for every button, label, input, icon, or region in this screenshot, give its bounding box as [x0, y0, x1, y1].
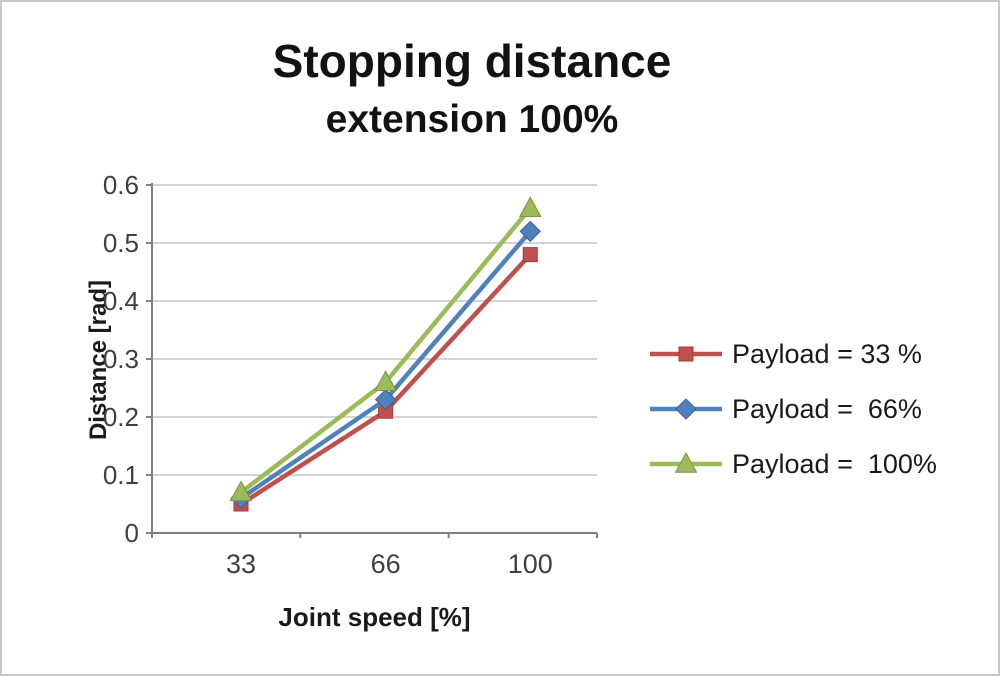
- legend-item: Payload = 33 %: [648, 334, 937, 374]
- diamond-marker-icon: [675, 398, 697, 420]
- legend-key-icon: [650, 451, 722, 473]
- legend-key-icon: [650, 398, 722, 420]
- x-axis-title: Joint speed [%]: [278, 602, 471, 632]
- y-tick-label: 0.4: [103, 286, 139, 316]
- legend-item: Payload = 100%: [648, 444, 937, 484]
- legend-key-icon: [650, 346, 722, 362]
- chart-subtitle: extension 100%: [325, 98, 619, 141]
- triangle-marker-icon: [518, 196, 542, 217]
- y-tick-label: 0.3: [103, 344, 139, 374]
- legend: Payload = 33 % Payload = 66% Payload = 100…: [648, 334, 937, 484]
- triangle-marker-icon: [374, 370, 397, 391]
- legend-item: Payload = 66%: [648, 389, 937, 429]
- y-tick-label: 0.6: [103, 170, 139, 200]
- x-tick-label: 100: [508, 549, 553, 579]
- square-marker-icon: [678, 346, 694, 362]
- legend-label: Payload = 33 %: [732, 338, 922, 369]
- x-tick-label: 33: [226, 549, 256, 579]
- series-line: [238, 205, 533, 495]
- square-marker-icon: [522, 247, 538, 263]
- triangle-marker-icon: [229, 480, 253, 502]
- y-tick-label: 0.2: [103, 402, 139, 432]
- x-tick-label: 66: [371, 549, 401, 579]
- diamond-marker-icon: [519, 220, 541, 243]
- diamond-marker-icon: [374, 388, 397, 411]
- triangle-marker-icon: [674, 451, 698, 473]
- chart-title: Stopping distance: [272, 35, 672, 87]
- legend-label: Payload = 100%: [732, 448, 937, 479]
- y-tick-label: 0.1: [103, 460, 139, 490]
- y-tick-label: 0: [125, 518, 139, 548]
- legend-label: Payload = 66%: [732, 393, 922, 424]
- y-tick-label: 0.5: [103, 228, 139, 258]
